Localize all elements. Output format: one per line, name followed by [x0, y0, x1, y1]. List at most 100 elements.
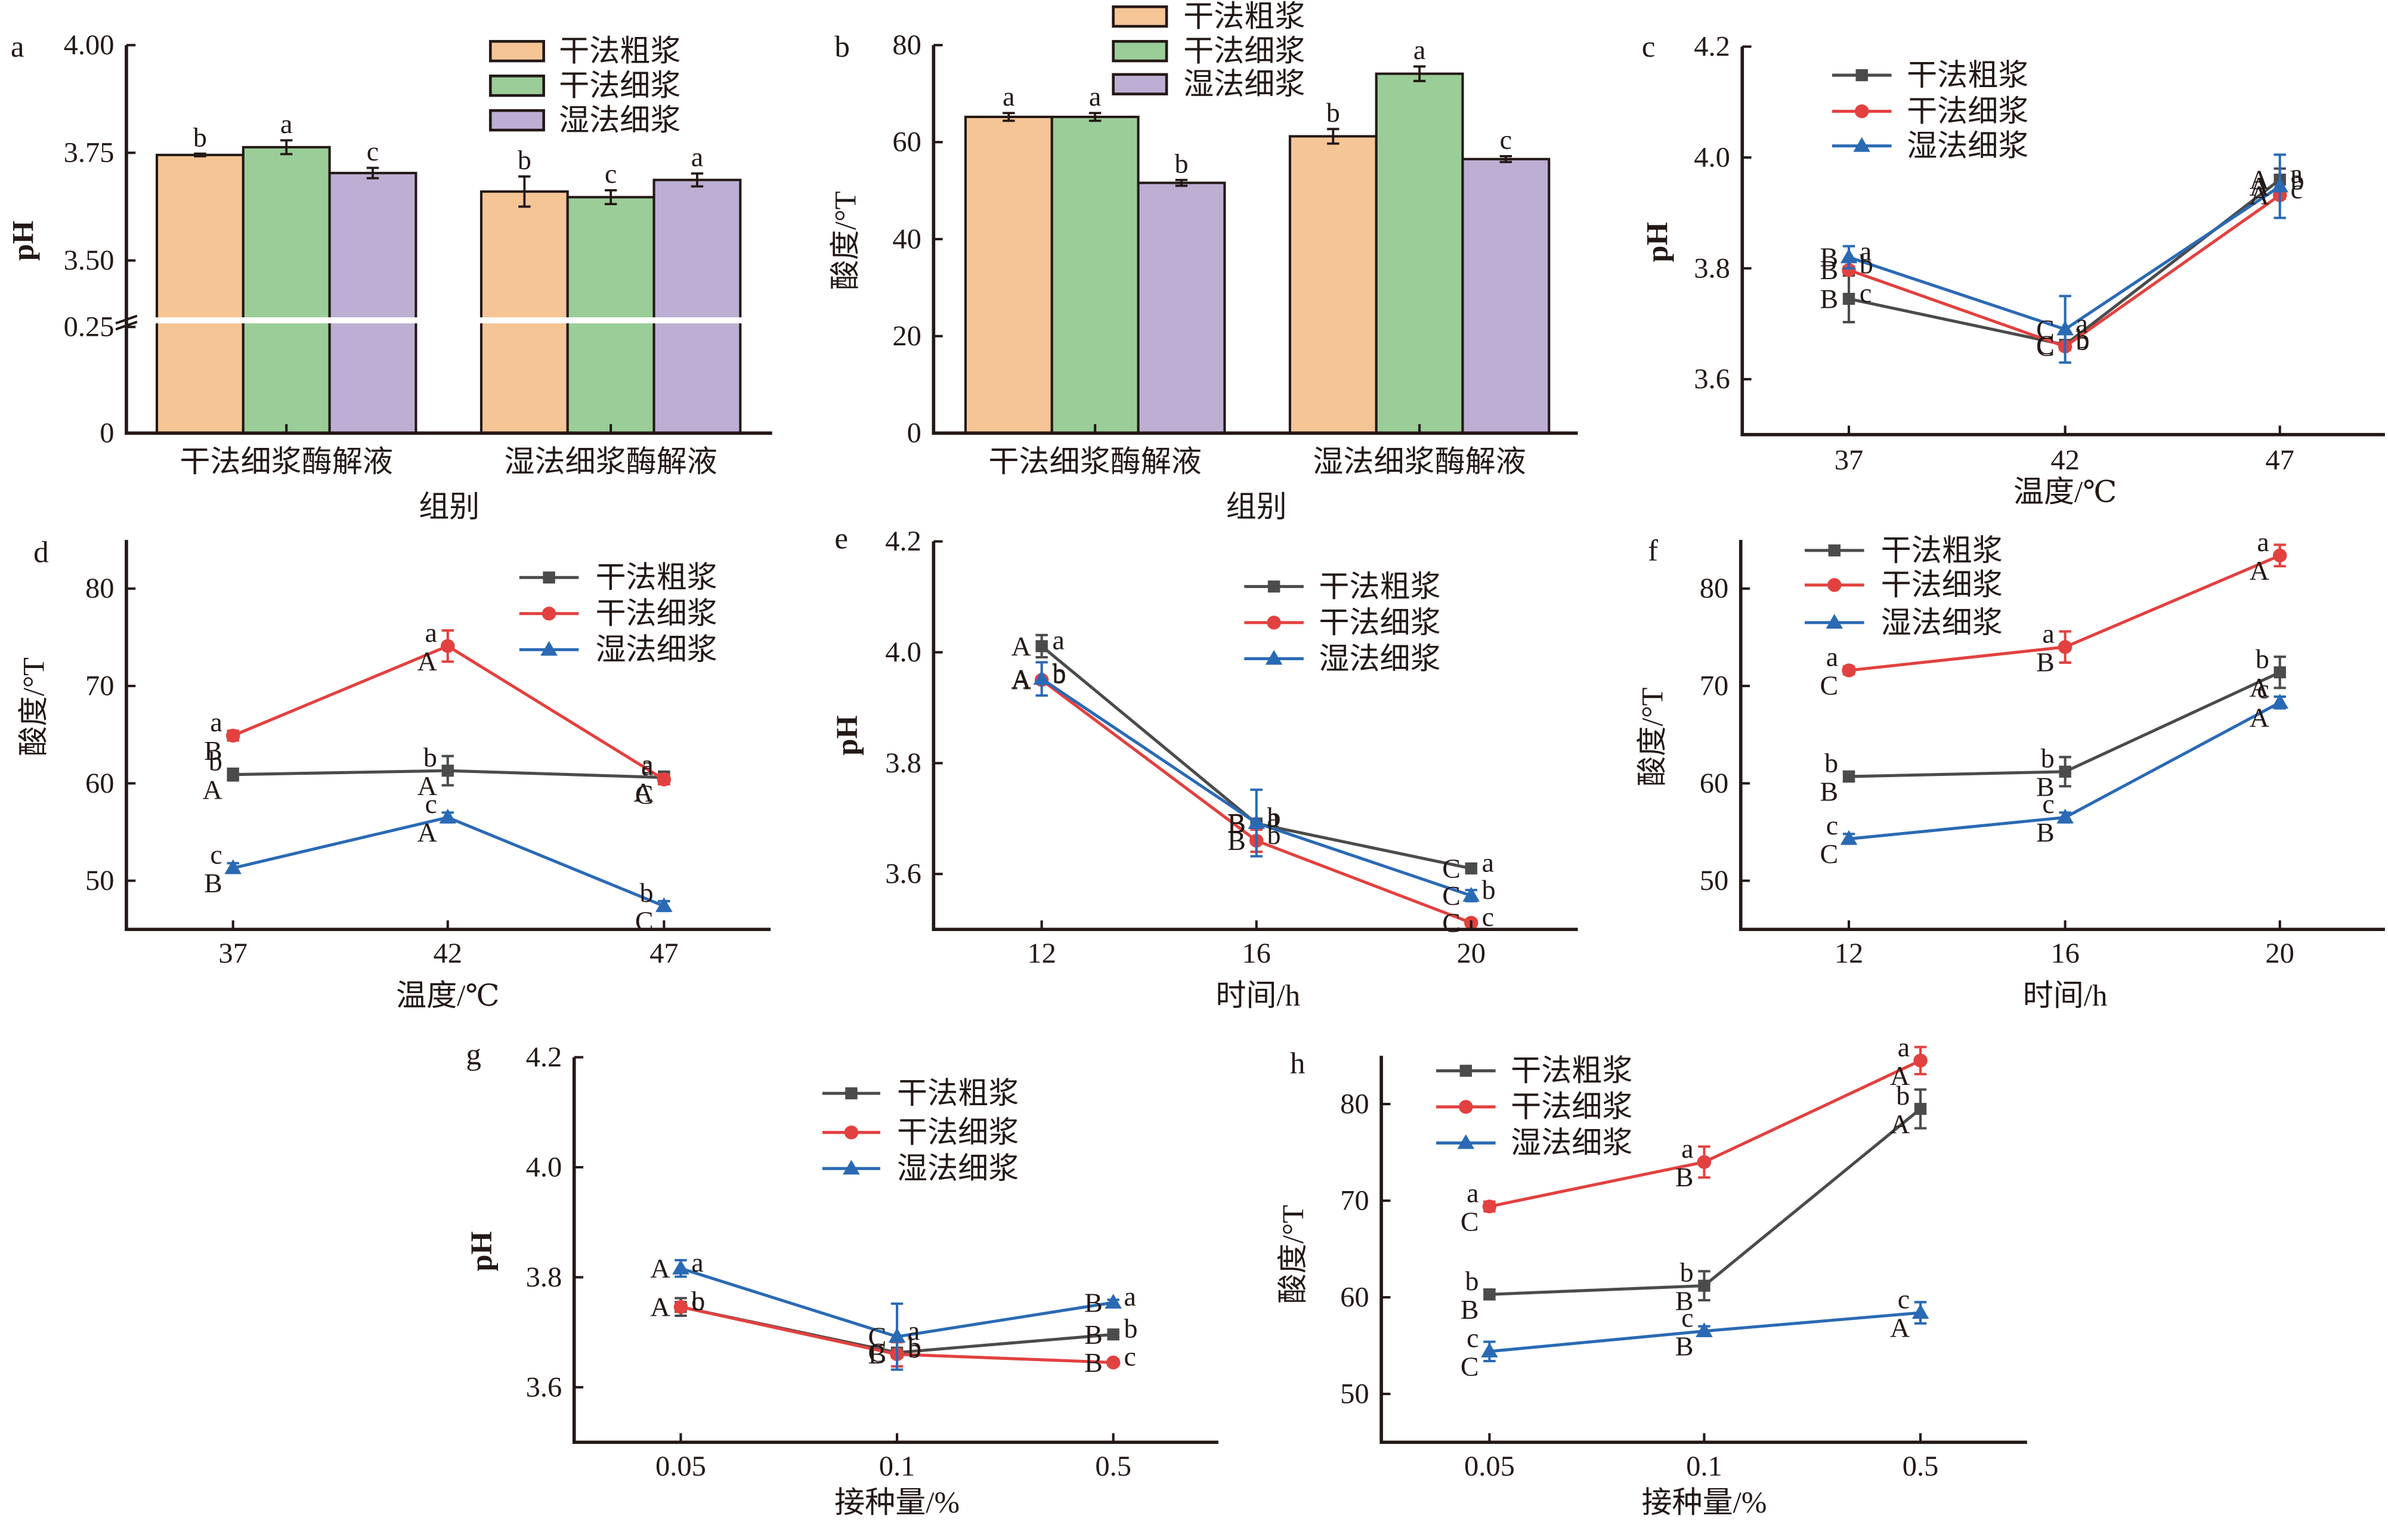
triangle-marker [1248, 814, 1265, 829]
significance-letter-lower: c [1826, 810, 1838, 840]
significance-letter-upper: B [1227, 825, 1246, 856]
y-tick-label: 40 [892, 224, 921, 255]
significance-letter-lower: c [2042, 788, 2054, 819]
significance-letter-upper: C [2036, 332, 2055, 362]
legend-label: 湿法细浆 [1881, 606, 2003, 639]
significance-letter-lower: c [425, 788, 437, 819]
significance-letter-upper: C [1820, 670, 1839, 701]
significance-letter: a [691, 142, 703, 172]
bar [1461, 157, 1551, 435]
significance-letter-lower: b [2291, 165, 2305, 196]
y-tick-label: 3.8 [526, 1261, 562, 1293]
triangle-marker [1457, 1134, 1475, 1149]
significance-letter-lower: a [641, 749, 653, 780]
significance-letter-upper: C [868, 1337, 887, 1368]
x-category-label: 湿法细浆酶解液 [504, 445, 717, 478]
y-axis-title: pH [6, 221, 39, 261]
significance-letter-lower: b [908, 1331, 921, 1362]
y-tick-label: 70 [85, 670, 115, 702]
bar [1288, 135, 1378, 435]
y-tick-label: 4.2 [885, 525, 921, 557]
triangle-marker [2056, 320, 2074, 336]
x-tick-label: 37 [1835, 444, 1864, 476]
significance-letter-lower: a [1826, 642, 1838, 672]
significance-letter-lower: b [209, 746, 222, 777]
significance-letter-lower: a [2257, 527, 2269, 557]
significance-letter-upper: A [650, 1292, 670, 1322]
legend-label: 干法细浆 [1319, 606, 1440, 639]
y-tick-label: 0 [100, 418, 114, 449]
legend-label: 干法细浆 [897, 1116, 1019, 1149]
significance-letter-upper: B [1675, 1286, 1694, 1316]
legend-swatch [488, 40, 545, 63]
y-tick-label: 4.00 [64, 29, 115, 61]
x-tick-label: 0.05 [1464, 1451, 1515, 1482]
x-category-label: 干法细浆酶解液 [180, 445, 393, 478]
panel-label: c [1642, 30, 1656, 63]
legend-label: 干法细浆 [1511, 1090, 1632, 1124]
y-tick-label: 20 [892, 320, 921, 352]
y-axis-title: 酸度/°T [1635, 688, 1669, 787]
y-axis-title: 酸度/°T [17, 657, 50, 756]
significance-letter-lower: b [1482, 874, 1496, 905]
square-marker [543, 571, 555, 584]
triangle-marker [1033, 670, 1050, 685]
panel-label: a [11, 30, 24, 63]
circle-marker [1482, 1199, 1497, 1214]
significance-letter-lower: c [2257, 674, 2269, 704]
significance-letter: c [1500, 125, 1512, 155]
y-tick-label: 3.6 [885, 858, 921, 890]
y-tick-label: 80 [1340, 1088, 1369, 1120]
significance-letter: a [1413, 35, 1425, 65]
legend-swatch [488, 109, 545, 132]
triangle-marker [1265, 650, 1283, 665]
legend-label: 干法粗浆 [897, 1077, 1019, 1110]
significance-letter-upper: B [1675, 1331, 1694, 1362]
circle-marker [1842, 663, 1856, 678]
legend-swatch [488, 75, 545, 97]
triangle-marker [1105, 1294, 1122, 1309]
significance-letter-lower: c [691, 1286, 703, 1316]
y-tick-label: 80 [85, 573, 115, 605]
x-tick-label: 12 [1835, 938, 1864, 969]
square-marker [1828, 544, 1841, 556]
circle-marker [1854, 104, 1869, 119]
x-tick-label: 37 [218, 938, 248, 969]
significance-letter-upper: A [1012, 665, 1031, 695]
triangle-marker [1696, 1322, 1713, 1337]
y-tick-label: 4.2 [1694, 31, 1730, 63]
square-marker [1483, 1288, 1496, 1301]
axis-break-mark [115, 320, 138, 331]
square-marker [1465, 862, 1477, 875]
panel-label: f [1648, 534, 1658, 567]
significance-letter-lower: b [1860, 249, 1873, 279]
significance-letter: c [367, 136, 379, 166]
significance-letter-upper: B [204, 868, 222, 898]
legend-label: 湿法细浆 [1907, 129, 2028, 163]
y-tick-label: 60 [1340, 1282, 1369, 1313]
bar [1050, 115, 1140, 435]
significance-letter-upper: B [2036, 817, 2055, 848]
circle-marker [1106, 1355, 1121, 1369]
legend-swatch [1112, 5, 1168, 28]
circle-marker [1842, 263, 1856, 277]
square-marker [1267, 580, 1280, 593]
significance-letter-lower: b [1824, 748, 1838, 778]
y-tick-label: 3.6 [526, 1372, 562, 1403]
significance-letter-upper: A [417, 646, 437, 676]
significance-letter-lower: a [425, 617, 437, 648]
significance-letter-upper: A [2250, 703, 2269, 733]
legend-label: 干法粗浆 [1511, 1054, 1632, 1087]
x-tick-label: 0.5 [1903, 1451, 1939, 1482]
square-marker [845, 1087, 858, 1100]
x-category-label: 干法细浆酶解液 [988, 445, 1202, 478]
x-tick-label: 0.05 [655, 1451, 706, 1482]
significance-letter-upper: B [1461, 1294, 1479, 1325]
